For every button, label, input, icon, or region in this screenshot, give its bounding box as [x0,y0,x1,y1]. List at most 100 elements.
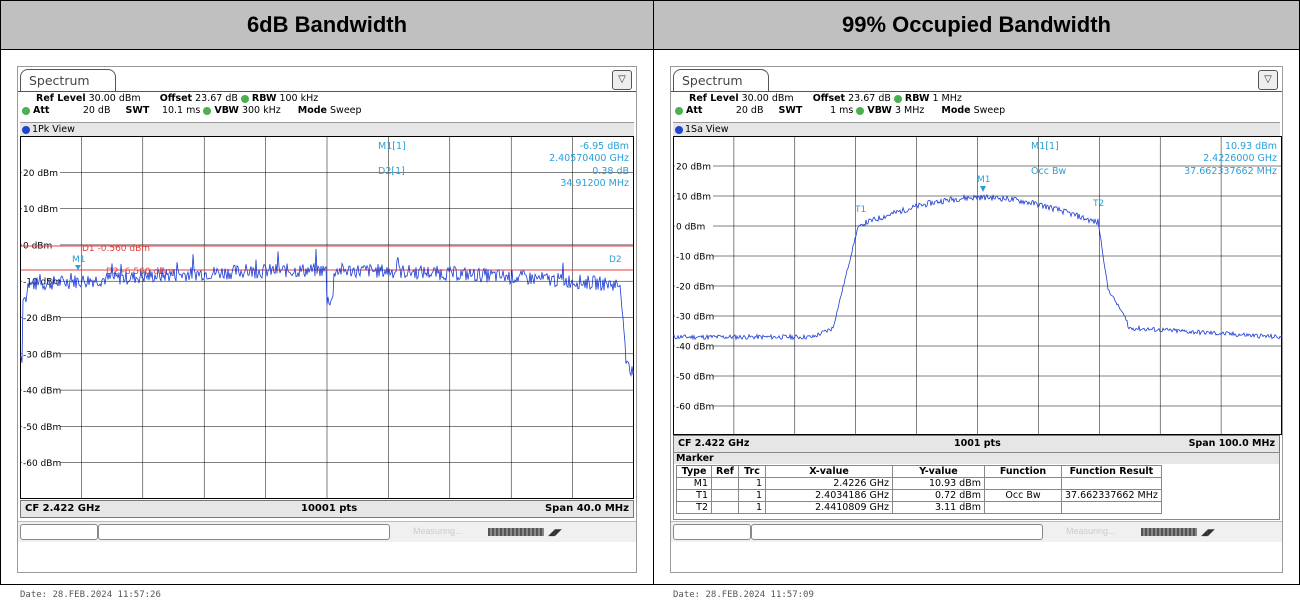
status-text: Measuring... [1066,526,1116,536]
cell-type: T2 [676,501,712,514]
y-tick-label: -20 dBm [23,314,61,324]
readout-m1-freq: 2.40570400 GHz [549,153,629,164]
measurement-params: Ref Level 30.00 dBm Offset 23.67 dB RBW 1… [22,93,362,117]
cell-x-value: 2.4226 GHz [765,477,893,490]
sweep-points: 1001 pts [954,438,1001,449]
tab-underline [671,91,1282,92]
view-label: 1Sa View [685,124,729,135]
span: Span 100.0 MHz [1188,438,1275,449]
att-label: Att [33,105,50,116]
att-value: 20 dB [735,105,764,116]
rbw-value: 1 MHz [932,93,962,104]
col-type: Type [676,465,712,478]
col-ref: Ref [711,465,739,478]
marker-m1-icon [75,265,81,270]
rbw-coupled-icon [893,94,902,103]
readout-m1-name: M1[1] [1031,141,1059,152]
y-tick-label: -30 dBm [23,350,61,360]
d1-line-label: D1 -0.560 dBm [82,244,150,254]
y-tick-bg [22,238,60,250]
spectrum-plot-right[interactable]: 20 dBm 10 dBm 0 dBm -10 dBm -20 dBm -30 dBm -4… [673,136,1282,435]
readout-m1-level: 10.93 dBm [1225,141,1277,152]
d2-line-label: D2 -6.560 dBm [106,267,174,277]
offset-value: 23.67 dB [848,93,891,104]
y-tick-label: -40 dBm [23,387,61,397]
readout-d2-name: D2[1] [378,166,405,177]
readout-occbw-name: Occ Bw [1031,166,1066,177]
table-row[interactable]: T2 1 2.4410809 GHz 3.11 dBm [676,501,1162,514]
y-tick-bg [675,400,713,411]
y-tick-bg [675,220,713,231]
cell-trc: 1 [738,501,766,514]
att-value: 20 dB [82,105,111,116]
y-tick-label: -50 dBm [23,423,61,433]
grid [20,136,634,499]
rbw-label: RBW [904,93,930,104]
y-tick-bg [675,310,713,321]
cell-type: M1 [676,477,712,490]
y-tick-bg [675,280,713,291]
progress-bar [1141,528,1197,536]
right-panel: Spectrum ▽ Ref Level 30.00 dBm Offset 23… [654,50,1299,600]
marker-d2-label: D2 [609,255,622,265]
tab-spectrum[interactable]: Spectrum [20,69,116,91]
y-tick-label: 20 dBm [676,163,711,173]
offset-label: Offset [159,93,193,104]
offset-label: Offset [812,93,846,104]
ref-level-value: 30.00 dBm [741,93,794,104]
status-field-2[interactable] [751,524,1043,540]
marker-readout: M1[1] -6.95 dBm 2.40570400 GHz D2[1] 0.3… [378,141,629,189]
vbw-coupled-icon [203,106,212,115]
marker-table-header: Type Ref Trc X-value Y-value Function Fu… [676,465,1162,478]
vbw-label: VBW [214,105,239,116]
marker-m1-label: M1 [72,255,86,265]
att-coupled-icon [22,106,30,115]
marker-t1-label: T1 [854,205,866,215]
col-y-value: Y-value [892,465,985,478]
readout-d2-freq: 34.91200 MHz [560,178,629,189]
table-row[interactable]: T1 1 2.4034186 GHz 0.72 dBm Occ Bw 37.66… [676,489,1162,502]
analyzer-window-left: Spectrum ▽ Ref Level 30.00 dBm Offset 23… [17,66,637,600]
filter-icon[interactable]: ▽ [1258,70,1278,90]
trace-1 [20,248,634,377]
status-field-2[interactable] [98,524,390,540]
cell-x-value: 2.4410809 GHz [765,501,893,514]
y-tick-label: -30 dBm [676,313,714,323]
mode-value: Sweep [330,105,362,116]
cell-trc: 1 [738,477,766,490]
y-tick-bg [22,347,60,359]
readout-occbw-value: 37.662337662 MHz [1184,166,1277,177]
status-field-1[interactable] [20,524,98,540]
measurement-params: Ref Level 30.00 dBm Offset 23.67 dB RBW 1… [675,93,1005,117]
filter-icon[interactable]: ▽ [612,70,632,90]
tab-spectrum[interactable]: Spectrum [673,69,769,91]
marker-table: Type Ref Trc X-value Y-value Function Fu… [676,465,1162,514]
grid [673,136,1282,435]
y-tick-bg [675,160,713,171]
analyzer-window-right: Spectrum ▽ Ref Level 30.00 dBm Offset 23… [670,66,1283,600]
y-tick-label: 20 dBm [23,169,58,179]
y-tick-label: -10 dBm [676,253,714,263]
status-field-1[interactable] [673,524,751,540]
vbw-value: 3 MHz [894,105,925,116]
center-frequency: CF 2.422 GHz [25,503,101,514]
readout-m1-level: -6.95 dBm [580,141,629,152]
table-row[interactable]: M1 1 2.4226 GHz 10.93 dBm [676,477,1162,490]
col-x-value: X-value [765,465,893,478]
swt-value: 10.1 ms [161,105,201,116]
left-panel: Spectrum ▽ Ref Level 30.00 dBm Offset 23… [1,50,653,600]
y-tick-bg [22,420,60,432]
view-bar: 1Sa View [673,122,1280,136]
readout-m1-name: M1[1] [378,141,406,152]
y-tick-label: 10 dBm [23,205,58,215]
timestamp: Date: 28.FEB.2024 11:57:09 [673,590,814,600]
col-function: Function [984,465,1062,478]
y-tick-label: -20 dBm [676,283,714,293]
cell-function [984,501,1062,514]
axis-footer: CF 2.422 GHz 10001 pts Span 40.0 MHz [20,500,634,518]
timestamp: Date: 28.FEB.2024 11:57:26 [20,590,161,600]
